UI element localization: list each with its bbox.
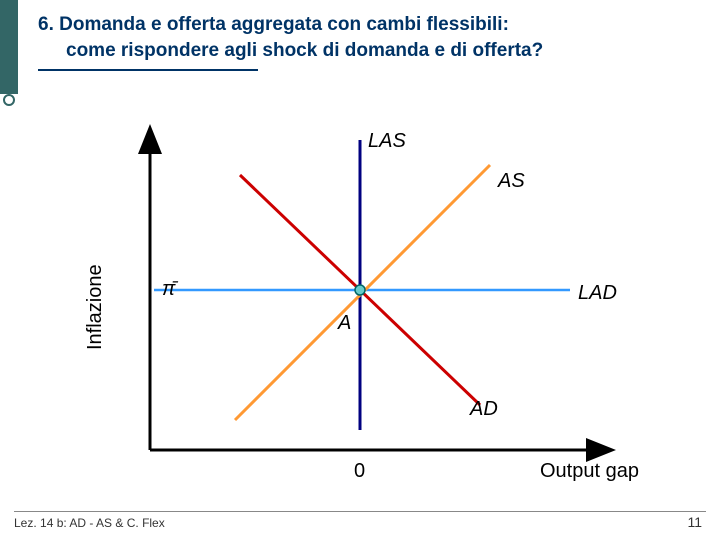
y-axis-label: Inflazione (84, 264, 107, 350)
slide-title: 6. Domanda e offerta aggregata con cambi… (38, 12, 698, 71)
chart-svg (70, 120, 650, 490)
footer-divider (14, 511, 706, 512)
origin-label: 0 (354, 460, 365, 483)
equilibrium-point (355, 285, 365, 295)
page-number: 11 (687, 514, 702, 530)
slide-accent-ring (3, 94, 15, 106)
pi-bar-label: π̄ (162, 278, 175, 301)
x-axis-label: Output gap (540, 460, 639, 483)
as-label: AS (498, 170, 525, 193)
slide-accent-bar (0, 0, 18, 94)
equilibrium-label: A (338, 312, 351, 335)
title-line-1: 6. Domanda e offerta aggregata con cambi… (38, 12, 698, 38)
footer-left-text: Lez. 14 b: AD - AS & C. Flex (14, 516, 165, 530)
title-underline (38, 69, 258, 71)
ad-label: AD (470, 398, 498, 421)
las-label: LAS (368, 130, 406, 153)
title-line-2: come rispondere agli shock di domanda e … (38, 38, 698, 64)
economics-chart: LAS AS LAD AD A π̄ 0 Output gap Inflazio… (70, 120, 650, 480)
lad-label: LAD (578, 282, 617, 305)
